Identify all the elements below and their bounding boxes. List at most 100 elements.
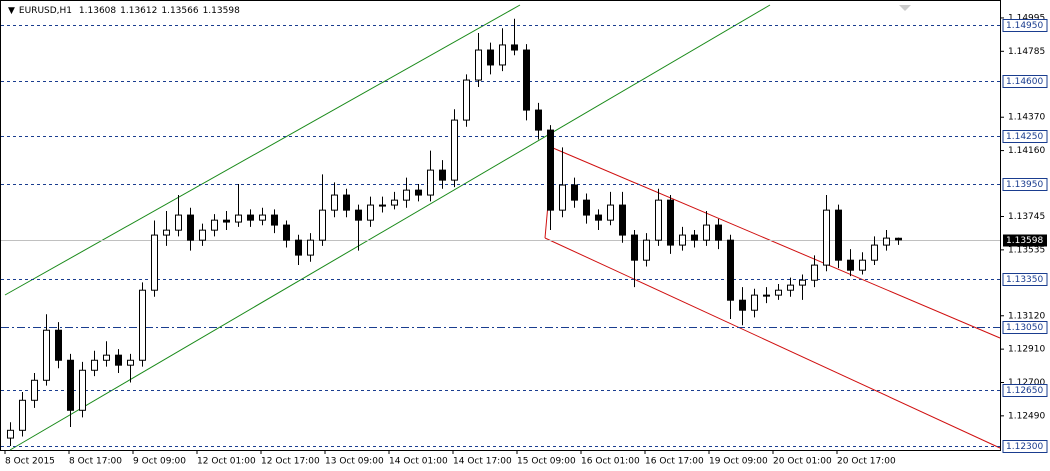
candle-body [31, 379, 38, 401]
level-label: 1.13950 [1006, 180, 1043, 190]
candle-body [463, 79, 470, 121]
candle-body [247, 214, 254, 221]
level-label: 1.14600 [1006, 77, 1043, 87]
candle-body [391, 199, 398, 206]
candle-body [607, 204, 614, 221]
candle-body [55, 329, 62, 361]
x-tick-label: 12 Oct 17:00 [261, 457, 320, 467]
channel-line [552, 147, 1001, 339]
candle-body [271, 214, 278, 226]
candle-body [451, 119, 458, 181]
candle-body [871, 244, 878, 261]
chart-header: ▼ EURUSD,H1 1.13608 1.13612 1.13566 1.13598 [8, 6, 244, 16]
candle-body [19, 399, 26, 431]
menu-arrow[interactable]: ▼ [8, 6, 15, 16]
channel-line [544, 237, 1001, 449]
x-tick-label: 16 Oct 01:00 [581, 457, 640, 467]
level-label-box [1002, 19, 1048, 32]
level-label: 1.13350 [1006, 275, 1043, 285]
candle-body [283, 224, 290, 241]
candle-body [295, 239, 302, 256]
candle-body [895, 237, 902, 241]
candle-body [787, 284, 794, 291]
low: 1.13566 [161, 6, 199, 16]
candle-body [439, 169, 446, 181]
candle-body [127, 359, 134, 366]
candle-body [715, 224, 722, 241]
candle-body [643, 239, 650, 261]
candle-body [175, 214, 182, 231]
level-label-box [1002, 273, 1048, 286]
current-price-box [1003, 234, 1047, 247]
candle-body [811, 264, 818, 281]
x-tick-label: 8 Oct 17:00 [69, 457, 122, 467]
candle-body [619, 204, 626, 236]
candle-body [511, 44, 518, 51]
channel-line [9, 4, 771, 451]
x-tick-label: 20 Oct 17:00 [837, 457, 896, 467]
channel-line [4, 4, 521, 296]
candle-body [91, 359, 98, 371]
candle-body [571, 184, 578, 201]
high: 1.13612 [120, 6, 158, 16]
candle-body [487, 49, 494, 66]
level-label: 1.12650 [1006, 386, 1043, 396]
trend-channels [4, 4, 1001, 451]
candle-body [739, 299, 746, 311]
x-tick-label: 9 Oct 09:00 [133, 457, 186, 467]
candle-body [115, 354, 122, 366]
candle-body [883, 237, 890, 246]
candle-body [775, 289, 782, 296]
candle-body [523, 49, 530, 111]
close: 1.13598 [202, 6, 240, 16]
candle-body [259, 214, 266, 221]
candle-body [403, 189, 410, 201]
candle-body [367, 204, 374, 221]
candle-body [427, 169, 434, 196]
level-label-box [1002, 130, 1048, 143]
candle-body [559, 184, 566, 211]
y-tick-label: 1.14995 [1008, 13, 1045, 23]
x-tick-label: 13 Oct 09:00 [325, 457, 384, 467]
candle-body [187, 214, 194, 241]
level-label-box [1002, 440, 1048, 453]
scroll-marker [899, 5, 911, 11]
candle-body [859, 259, 866, 271]
candle-body [547, 129, 554, 211]
candle-body [355, 209, 362, 221]
candle-body [79, 369, 86, 411]
level-label-box [1002, 178, 1048, 191]
open: 1.13608 [78, 6, 117, 16]
candle-body [223, 219, 230, 223]
y-tick-label: 1.14370 [1008, 113, 1045, 123]
y-tick-label: 1.13745 [1008, 212, 1045, 222]
candle-body [67, 359, 74, 411]
candle-body [595, 214, 602, 221]
candle-body [727, 239, 734, 301]
candle-body [847, 259, 854, 271]
candle-body [43, 329, 50, 381]
plot-frame [0, 0, 1001, 451]
x-tick-label: 12 Oct 01:00 [197, 457, 256, 467]
level-label-box [1002, 75, 1048, 88]
x-tick-label: 19 Oct 09:00 [709, 457, 768, 467]
candle-body [835, 209, 842, 261]
candle-body [667, 199, 674, 246]
candle-body [535, 109, 542, 131]
y-tick-label: 1.14785 [1008, 47, 1045, 57]
y-tick-label: 1.13120 [1008, 311, 1045, 321]
level-label: 1.14250 [1006, 132, 1043, 142]
candle-body [151, 234, 158, 291]
level-label: 1.12300 [1006, 442, 1043, 452]
x-tick-label: 8 Oct 2015 [5, 457, 55, 467]
candle-body [679, 234, 686, 246]
candle-body [331, 194, 338, 211]
y-tick-label: 1.12700 [1008, 378, 1045, 388]
y-tick-label: 1.12490 [1008, 411, 1045, 421]
x-tick-label: 14 Oct 01:00 [389, 457, 448, 467]
candle-body [415, 189, 422, 196]
candle-body [319, 209, 326, 241]
candle-body [631, 234, 638, 261]
